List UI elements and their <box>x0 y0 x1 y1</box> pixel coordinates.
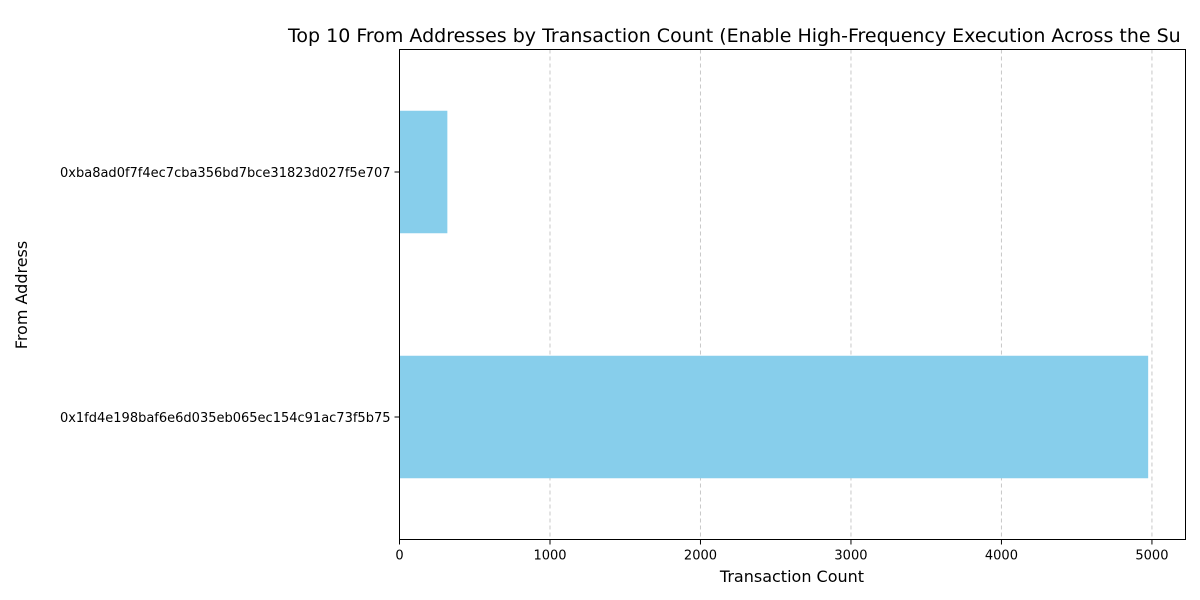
y-axis-ticks: 0x1fd4e198baf6e6d035eb065ec154c91ac73f5b… <box>60 166 400 426</box>
plot-frame <box>399 49 1186 540</box>
x-tick-label: 5000 <box>1135 549 1168 564</box>
x-tick-label: 1000 <box>533 549 566 564</box>
x-tick-label: 4000 <box>985 549 1018 564</box>
x-tick-label: 0 <box>395 549 403 564</box>
y-tick-label: 0xba8ad0f7f4ec7cba356bd7bce31823d027f5e7… <box>60 166 390 181</box>
chart-title: Top 10 From Addresses by Transaction Cou… <box>287 25 1181 47</box>
bars <box>399 110 1149 479</box>
bar <box>399 110 448 234</box>
x-axis-ticks: 0 1000 2000 3000 4000 5000 <box>395 539 1168 564</box>
y-tick-label: 0x1fd4e198baf6e6d035eb065ec154c91ac73f5b… <box>60 411 391 426</box>
x-tick-label: 3000 <box>834 549 867 564</box>
x-tick-label: 2000 <box>684 549 717 564</box>
bar <box>399 355 1149 479</box>
x-axis-label: Transaction Count <box>719 567 864 586</box>
y-axis-label: From Address <box>12 241 31 349</box>
